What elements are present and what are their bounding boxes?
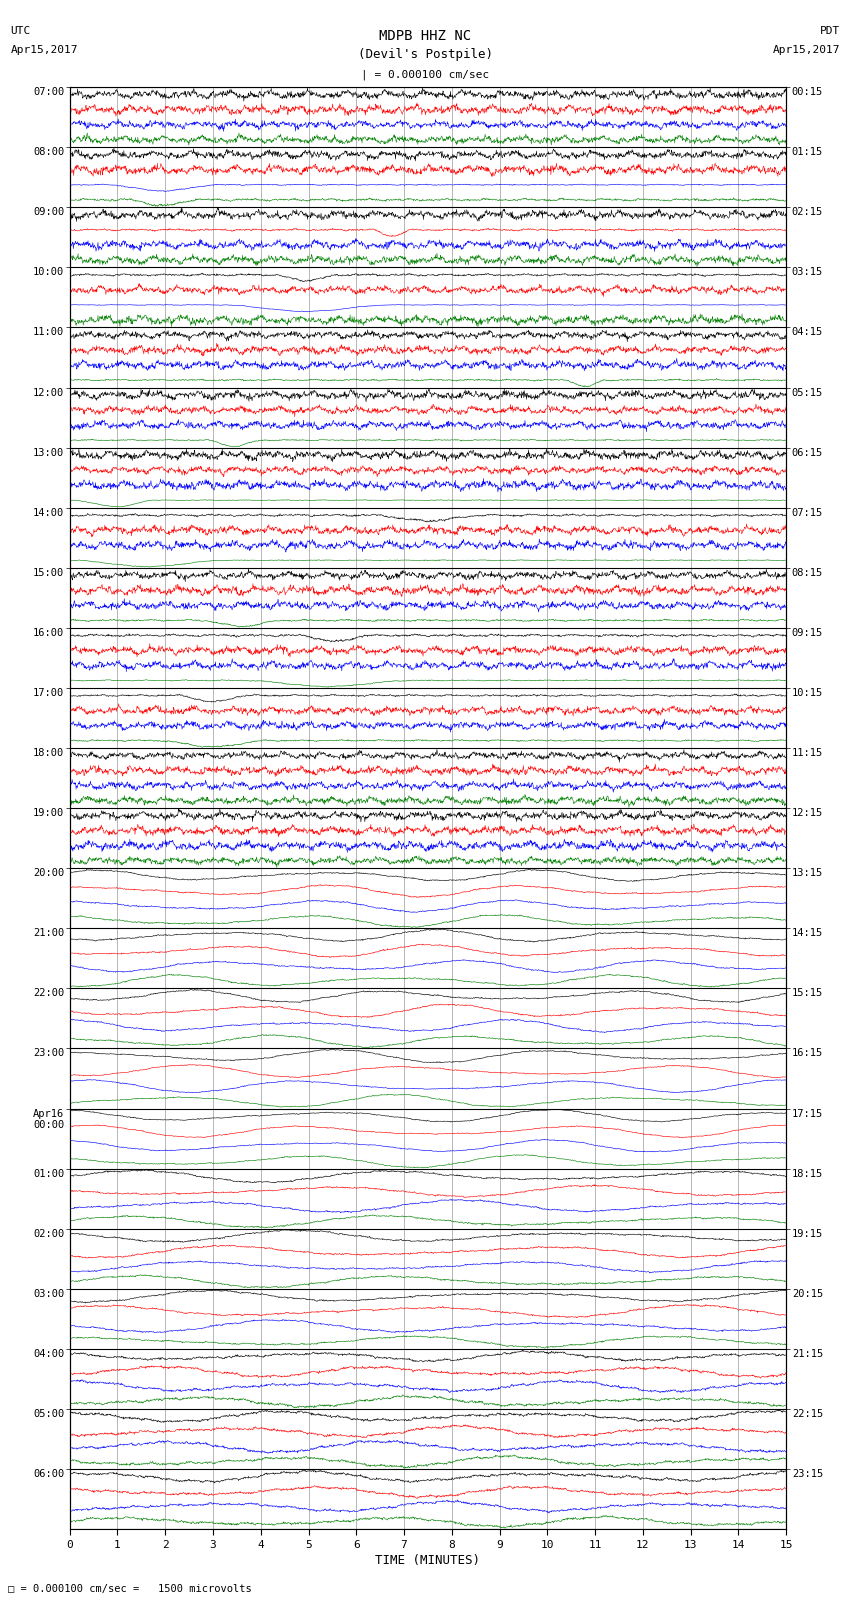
Text: MDPB HHZ NC: MDPB HHZ NC (379, 29, 471, 44)
Text: Apr15,2017: Apr15,2017 (773, 45, 841, 55)
Text: (Devil's Postpile): (Devil's Postpile) (358, 48, 492, 61)
Text: PDT: PDT (820, 26, 841, 35)
Text: | = 0.000100 cm/sec: | = 0.000100 cm/sec (361, 69, 489, 81)
X-axis label: TIME (MINUTES): TIME (MINUTES) (376, 1553, 480, 1566)
Text: Apr15,2017: Apr15,2017 (10, 45, 78, 55)
Text: UTC: UTC (10, 26, 31, 35)
Text: □ = 0.000100 cm/sec =   1500 microvolts: □ = 0.000100 cm/sec = 1500 microvolts (8, 1584, 252, 1594)
